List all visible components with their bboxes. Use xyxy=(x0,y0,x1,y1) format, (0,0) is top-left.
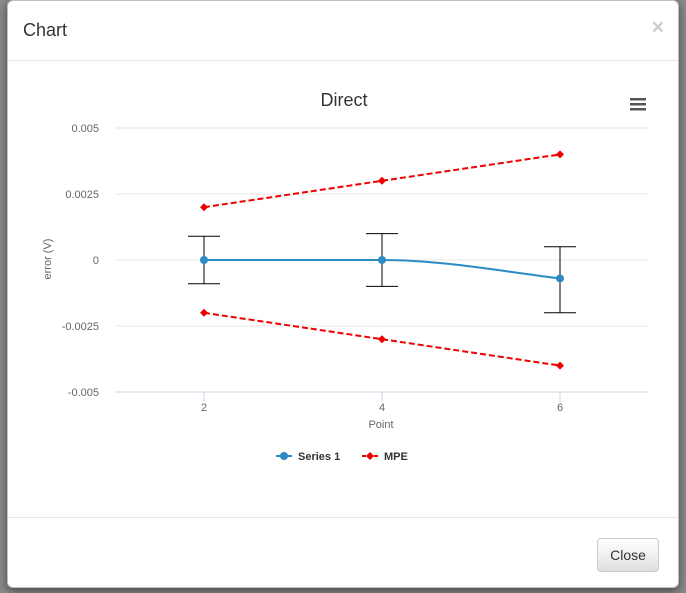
data-point[interactable] xyxy=(200,256,208,264)
modal-footer: Close xyxy=(8,517,678,587)
legend-label: Series 1 xyxy=(298,451,340,463)
series-1 xyxy=(188,233,576,314)
hamburger-menu-icon[interactable] xyxy=(629,97,647,115)
y-tick-label: -0.005 xyxy=(68,387,99,399)
legend-marker xyxy=(280,452,288,460)
x-tick-label: 6 xyxy=(557,402,563,414)
data-point[interactable] xyxy=(556,150,564,159)
data-point[interactable] xyxy=(556,361,564,370)
close-button[interactable]: Close xyxy=(597,538,659,572)
plot-area xyxy=(188,150,576,370)
data-point[interactable] xyxy=(378,335,386,344)
legend[interactable]: Series 1 MPE xyxy=(276,451,408,463)
legend-label: MPE xyxy=(384,451,408,463)
x-tick-label: 4 xyxy=(379,402,385,414)
data-point[interactable] xyxy=(378,256,386,264)
legend-item-series-1[interactable]: Series 1 xyxy=(276,451,340,463)
data-point[interactable] xyxy=(556,274,564,283)
x-tick-label: 2 xyxy=(201,402,207,414)
y-tick-label: 0.0025 xyxy=(65,189,99,201)
y-axis-label: error (V) xyxy=(42,239,54,280)
close-icon[interactable]: × xyxy=(651,16,664,39)
data-point[interactable] xyxy=(200,203,208,212)
legend-item-mpe[interactable]: MPE xyxy=(362,451,408,463)
y-axis-ticks: 0.005 0.0025 0 -0.0025 -0.005 xyxy=(62,123,99,399)
modal-header: Chart × xyxy=(8,1,678,61)
legend-marker xyxy=(366,452,374,460)
series-2 xyxy=(200,150,564,212)
data-point[interactable] xyxy=(200,308,208,317)
y-tick-label: -0.0025 xyxy=(62,321,99,333)
x-axis-ticks: 2 4 6 xyxy=(201,392,563,414)
chart-modal: Chart × Direct 0.005 0.0025 0 -0.0025 -0.005… xyxy=(7,0,679,588)
chart: Direct 0.005 0.0025 0 -0.0025 -0.005 2 4 6 err… xyxy=(42,90,649,463)
y-tick-label: 0.005 xyxy=(71,123,99,135)
x-axis-label: Point xyxy=(368,419,393,431)
data-point[interactable] xyxy=(378,176,386,185)
series-line xyxy=(203,311,561,367)
series-3 xyxy=(200,308,564,370)
modal-title: Chart xyxy=(23,20,68,40)
series-line xyxy=(203,153,561,209)
y-tick-label: 0 xyxy=(93,255,99,267)
chart-title: Direct xyxy=(320,90,367,110)
